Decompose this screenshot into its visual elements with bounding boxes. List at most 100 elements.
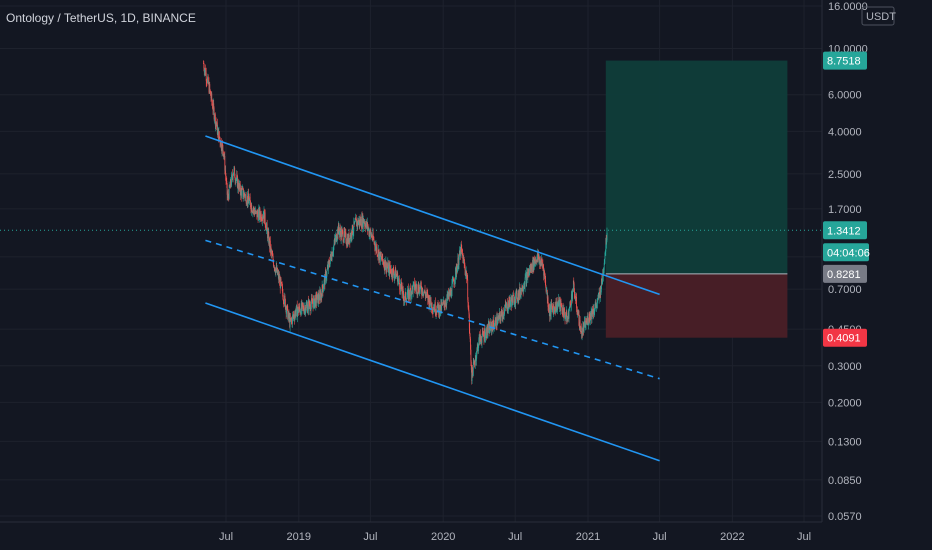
candle-353 [342, 227, 344, 246]
x-tick-label-0: Jul [219, 531, 233, 543]
candle-691 [476, 347, 478, 359]
candle-685 [474, 360, 475, 367]
candle-382 [354, 220, 355, 225]
currency-box[interactable] [861, 6, 895, 26]
candle-642 [457, 265, 458, 273]
candle-925 [569, 306, 570, 312]
currency-label[interactable]: USDT [866, 11, 896, 23]
channel-line-upper[interactable] [205, 135, 660, 296]
candle-483 [394, 271, 395, 284]
candle-481 [393, 265, 395, 276]
candle-498 [400, 279, 401, 295]
candle-933 [572, 288, 573, 302]
candle-496 [399, 282, 401, 295]
candle-398 [360, 216, 362, 227]
candle-636 [454, 279, 456, 287]
candle-360 [345, 228, 347, 244]
candle-909 [562, 302, 564, 316]
candle-536 [415, 280, 416, 292]
y-tick-label-11: 0.1300 [828, 436, 862, 448]
candle-102 [243, 191, 245, 202]
time-axis[interactable]: Jul 2019 Jul 2020 Jul 2021 Jul 2022 Jul [0, 521, 822, 543]
candle-652 [460, 240, 462, 253]
candle-581 [432, 304, 434, 315]
candle-929 [570, 305, 572, 312]
candle-426 [371, 234, 373, 241]
current-price-badge: 1.3412 [823, 221, 867, 240]
grid [0, 0, 822, 522]
candle-589 [436, 305, 437, 317]
candle-77 [233, 166, 235, 176]
candle-404 [362, 215, 364, 233]
channel-line-middle[interactable] [205, 239, 660, 380]
candle-114 [248, 188, 249, 200]
candle-987 [593, 309, 595, 315]
candle-663 [465, 269, 467, 279]
candle-750 [499, 311, 501, 324]
candle-774 [509, 296, 511, 308]
candle-251 [302, 303, 304, 312]
candle-98 [241, 184, 243, 200]
candle-433 [374, 241, 376, 252]
candle-720 [487, 320, 489, 333]
x-tick-label-5: 2021 [576, 531, 600, 543]
candle-682 [472, 357, 474, 377]
candle-192 [279, 271, 280, 286]
candle-967 [585, 315, 587, 330]
y-tick-label-3: 4.0000 [828, 126, 862, 138]
candle-312 [326, 269, 328, 281]
candle-463 [386, 262, 388, 274]
candle-161 [266, 219, 268, 230]
candle-259 [305, 302, 307, 312]
candle-602 [441, 298, 443, 314]
candle-632 [453, 277, 454, 282]
candle-415 [367, 221, 369, 235]
candle-646 [458, 254, 460, 270]
candle-240 [298, 303, 299, 316]
candle-506 [403, 291, 405, 306]
price-axis[interactable]: 16.000010.00006.00004.00002.50001.70001.… [821, 0, 868, 523]
candle-292 [318, 289, 320, 304]
candle-203 [283, 299, 285, 308]
candle-225 [292, 311, 293, 328]
candle-858 [542, 259, 544, 271]
candle-205 [284, 292, 285, 307]
candle-837 [534, 255, 535, 266]
channel-lines[interactable] [205, 135, 660, 462]
candle-739 [495, 317, 497, 329]
candle-516 [407, 286, 408, 300]
currency-selector[interactable]: USDT [861, 6, 896, 26]
candle-963 [584, 316, 585, 328]
profit-zone[interactable] [605, 60, 788, 274]
candle-994 [596, 302, 598, 312]
candle-76 [233, 172, 234, 176]
candle-338 [336, 236, 338, 245]
channel-line-lower[interactable] [205, 302, 660, 462]
candle-973 [587, 323, 589, 330]
price-badges: 8.7518 1.3412 04:04:06 0.8281 0.4091 [823, 51, 870, 347]
candle-1007 [601, 274, 603, 286]
candle-1014 [604, 258, 606, 265]
candle-320 [329, 260, 331, 268]
candle-95 [240, 185, 242, 199]
stop-price-badge: 0.4091 [823, 328, 867, 347]
candle-424 [370, 231, 372, 238]
candle-817 [526, 267, 528, 288]
candle-492 [397, 275, 399, 287]
candle-665 [466, 270, 467, 284]
candle-356 [343, 227, 345, 244]
candle-613 [445, 298, 447, 308]
candle-806 [521, 284, 523, 292]
candle-1000 [598, 288, 600, 304]
position-tool[interactable] [605, 60, 788, 338]
candle-880 [551, 299, 553, 310]
candle-575 [430, 296, 432, 305]
candle-565 [426, 287, 428, 298]
x-tick-label-3: 2020 [431, 531, 455, 543]
candle-527 [411, 284, 413, 300]
candle-809 [523, 283, 524, 295]
candle-692 [476, 343, 478, 352]
loss-zone[interactable] [605, 273, 788, 338]
candle-645 [458, 264, 460, 271]
